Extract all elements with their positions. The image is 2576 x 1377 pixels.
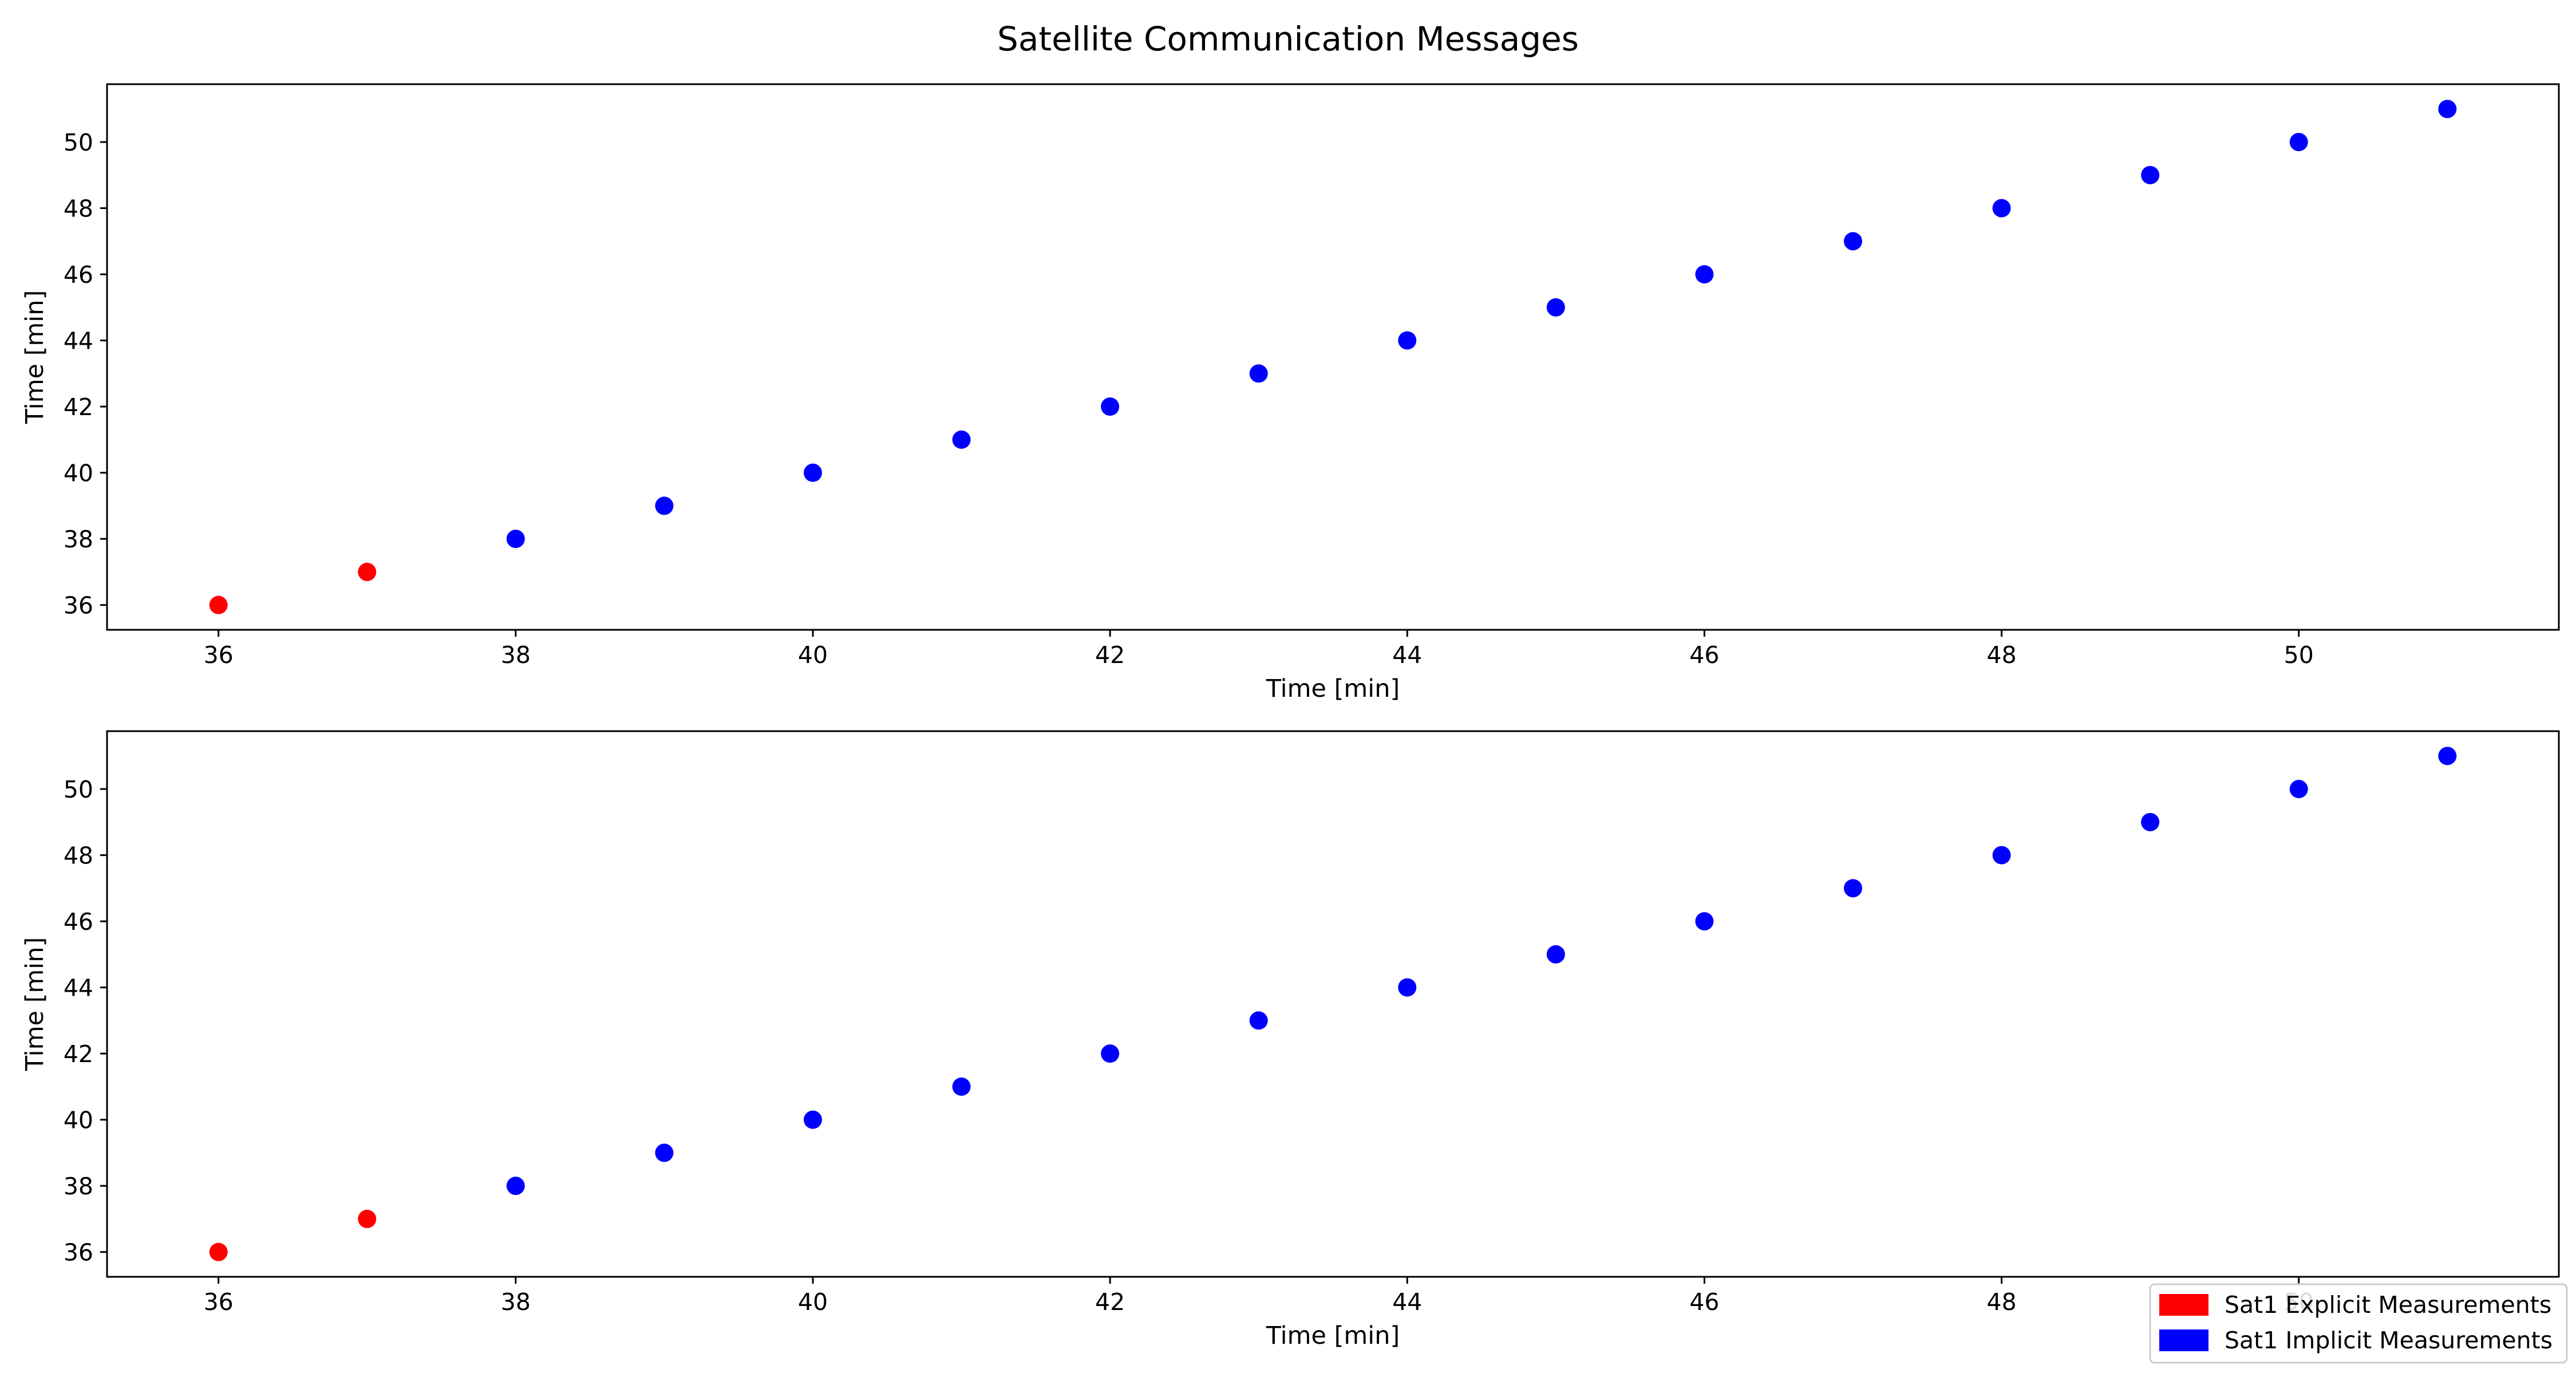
legend-label-explicit: Sat1 Explicit Measurements [2225,1291,2551,1319]
point-implicit-bottom-40 [803,1110,822,1129]
point-explicit-top-36 [209,595,228,614]
point-implicit-top-45 [1546,298,1565,317]
plot-frame-bottom [106,730,2560,1278]
point-implicit-top-51 [2438,100,2457,119]
subplot-bottom: 36 38 40 42 44 46 48 50 36 38 40 42 44 46 48 50 Time [… [21,730,2560,1350]
y-tick-label-bottom-38: 38 [64,1173,93,1200]
point-implicit-top-40 [803,463,822,482]
y-axis-label-top: Time [min] [21,290,49,425]
legend-label-implicit: Sat1 Implicit Measurements [2225,1327,2553,1354]
x-tick-label-bottom-46: 46 [1689,1288,1719,1316]
y-tick-label-top-36: 36 [64,592,93,620]
point-implicit-bottom-39 [655,1143,674,1162]
x-axis-top: 36 38 40 42 44 46 48 50 [204,630,2314,669]
x-tick-label-bottom-42: 42 [1095,1288,1125,1316]
y-tick-label-top-42: 42 [64,393,93,421]
x-tick-label-top-46: 46 [1689,641,1719,669]
x-tick-label-top-42: 42 [1095,641,1125,669]
point-implicit-bottom-47 [1844,879,1863,898]
scatter-points-top [209,100,2457,614]
point-implicit-bottom-44 [1398,978,1417,997]
point-explicit-bottom-36 [209,1242,228,1261]
y-tick-label-bottom-48: 48 [64,842,93,870]
point-implicit-bottom-41 [952,1077,971,1096]
x-tick-label-top-50: 50 [2284,641,2314,669]
x-tick-label-top-44: 44 [1392,641,1422,669]
x-tick-label-top-48: 48 [1987,641,2017,669]
point-implicit-top-44 [1398,331,1417,350]
x-tick-label-top-38: 38 [501,641,531,669]
x-axis-label-top: Time [min] [1266,674,1400,703]
legend-swatch-implicit [2159,1329,2208,1351]
point-implicit-bottom-42 [1101,1044,1120,1063]
y-axis-top: 36 38 40 42 44 46 48 50 [64,129,107,620]
x-tick-label-bottom-44: 44 [1392,1288,1422,1316]
x-tick-label-bottom-36: 36 [204,1288,234,1316]
point-implicit-bottom-49 [2141,812,2160,831]
y-axis-label-bottom: Time [min] [21,937,49,1072]
figure-title: Satellite Communication Messages [997,19,1579,58]
subplot-top: 36 38 40 42 44 46 48 50 36 38 40 42 44 46 48 50 Time [… [21,83,2560,703]
point-explicit-bottom-37 [358,1209,377,1228]
point-implicit-bottom-45 [1546,945,1565,964]
x-tick-label-bottom-40: 40 [798,1288,828,1316]
point-implicit-top-42 [1101,397,1120,416]
point-explicit-top-37 [358,562,377,581]
x-tick-label-bottom-38: 38 [501,1288,531,1316]
x-tick-label-top-40: 40 [798,641,828,669]
y-tick-label-bottom-42: 42 [64,1040,93,1068]
plot-frame-top [106,83,2560,631]
point-implicit-top-39 [655,496,674,515]
y-tick-label-bottom-44: 44 [64,974,93,1002]
legend: Sat1 Explicit Measurements Sat1 Implicit… [2149,1283,2568,1364]
x-axis-label-bottom: Time [min] [1266,1321,1400,1350]
point-implicit-top-49 [2141,165,2160,184]
y-tick-label-bottom-46: 46 [64,908,93,936]
point-implicit-bottom-51 [2438,747,2457,766]
point-implicit-bottom-50 [2289,780,2308,799]
legend-box [2149,1283,2568,1364]
y-tick-label-top-38: 38 [64,526,93,553]
point-implicit-top-46 [1695,265,1714,284]
x-tick-label-top-36: 36 [204,641,234,669]
legend-swatch-explicit [2159,1294,2208,1316]
point-implicit-top-50 [2289,133,2308,152]
point-implicit-bottom-48 [1992,846,2011,865]
y-tick-label-top-46: 46 [64,261,93,289]
point-implicit-top-48 [1992,199,2011,218]
point-implicit-top-47 [1844,232,1863,251]
y-axis-bottom: 36 38 40 42 44 46 48 50 [64,776,107,1266]
y-tick-label-bottom-36: 36 [64,1239,93,1266]
point-implicit-bottom-38 [506,1177,525,1195]
y-tick-label-bottom-40: 40 [64,1107,93,1134]
y-tick-label-bottom-50: 50 [64,776,93,803]
scatter-points-bottom [209,747,2457,1261]
y-tick-label-top-40: 40 [64,460,93,487]
x-tick-label-bottom-48: 48 [1987,1288,2017,1316]
y-tick-label-top-44: 44 [64,328,93,355]
point-implicit-top-43 [1249,364,1268,383]
y-tick-label-top-48: 48 [64,195,93,223]
point-implicit-bottom-43 [1249,1011,1268,1030]
point-implicit-top-41 [952,430,971,449]
point-implicit-top-38 [506,530,525,549]
point-implicit-bottom-46 [1695,912,1714,931]
y-tick-label-top-50: 50 [64,129,93,156]
